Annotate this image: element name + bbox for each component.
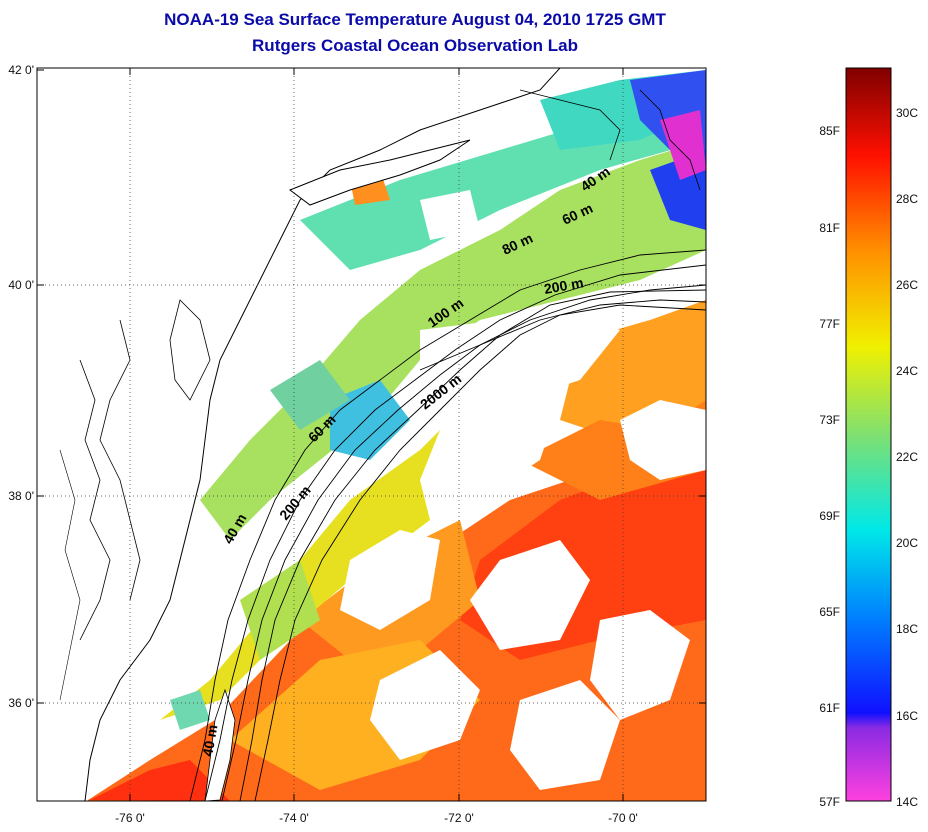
lat-label-42: 42 0'	[8, 63, 34, 77]
colorbar-gradient	[845, 67, 892, 802]
lat-label-40: 40 0'	[8, 278, 34, 292]
cb-c-30: 30C	[896, 106, 918, 120]
lon-label-70: -70 0'	[608, 811, 638, 825]
cb-c-28: 28C	[896, 192, 918, 206]
cb-c-18: 18C	[896, 622, 918, 636]
sst-field	[88, 70, 706, 801]
cb-f-61: 61F	[819, 701, 840, 715]
cb-c-22: 22C	[896, 450, 918, 464]
lon-label-74: -74 0'	[279, 811, 309, 825]
cb-f-85: 85F	[819, 124, 840, 138]
lon-label-72: -72 0'	[444, 811, 474, 825]
colorbar-f-labels: 85F 81F 77F 73F 69F 65F 61F 57F	[819, 124, 840, 809]
map-frame	[36, 67, 707, 802]
cb-f-73: 73F	[819, 413, 840, 427]
cb-f-57: 57F	[819, 795, 840, 809]
contour-label-40m-south: 40 m	[199, 723, 220, 757]
map-subtitle: Rutgers Coastal Ocean Observation Lab	[252, 36, 578, 55]
cb-c-26: 26C	[896, 278, 918, 292]
colorbar: 85F 81F 77F 73F 69F 65F 61F 57F 30C 28C …	[819, 67, 918, 809]
contour-label-200m-ne: 200 m	[543, 274, 585, 297]
cb-f-81: 81F	[819, 221, 840, 235]
cb-f-65: 65F	[819, 605, 840, 619]
bathymetry-contours	[189, 249, 706, 801]
colorbar-c-labels: 30C 28C 26C 24C 22C 20C 18C 16C 14C	[896, 106, 918, 809]
map-panel: 40 m 60 m 80 m 200 m 100 m 2000 m 60 m 2…	[37, 68, 706, 801]
cb-f-69: 69F	[819, 509, 840, 523]
map-title: NOAA-19 Sea Surface Temperature August 0…	[164, 10, 666, 29]
land-mask	[37, 68, 701, 801]
lon-axis-labels: -76 0' -74 0' -72 0' -70 0'	[115, 811, 638, 825]
lat-label-36: 36 0'	[8, 696, 34, 710]
lon-label-76: -76 0'	[115, 811, 145, 825]
cb-c-16: 16C	[896, 709, 918, 723]
cb-c-14: 14C	[896, 795, 918, 809]
cb-f-77: 77F	[819, 317, 840, 331]
cb-c-24: 24C	[896, 364, 918, 378]
lat-axis-labels: 42 0' 40 0' 38 0' 36 0'	[8, 63, 34, 710]
cb-c-20: 20C	[896, 536, 918, 550]
lat-label-38: 38 0'	[8, 489, 34, 503]
